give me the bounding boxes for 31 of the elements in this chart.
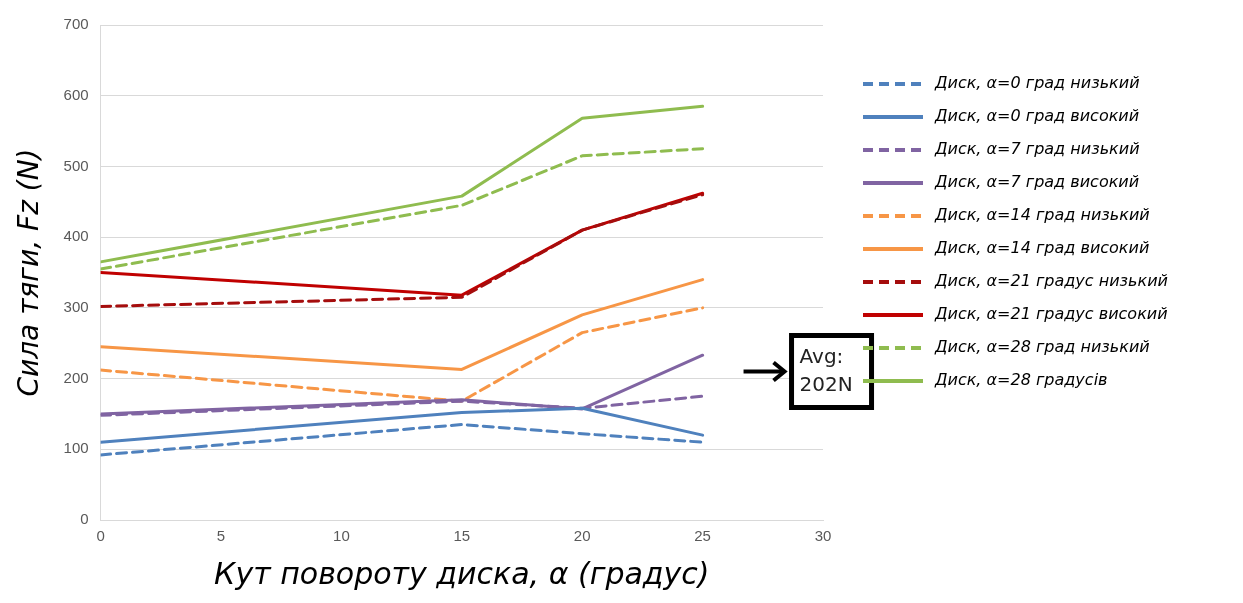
x-tick-label: 20 xyxy=(573,527,591,545)
x-tick-label: 0 xyxy=(96,527,105,545)
legend-label: Диск, α=21 градус низький xyxy=(934,271,1168,291)
legend-label: Диск, α=28 градусів xyxy=(934,370,1108,390)
legend-label: Диск, α=28 град низький xyxy=(934,337,1150,357)
y-tick-label: 100 xyxy=(63,439,89,457)
line-series xyxy=(100,147,705,271)
x-axis-title: Кут повороту диска, α (градус) xyxy=(214,555,710,591)
y-tick-label: 500 xyxy=(63,156,89,174)
y-tick-label: 0 xyxy=(80,510,89,528)
line-series xyxy=(100,306,705,403)
y-tick-label: 400 xyxy=(63,227,89,245)
legend-label: Диск, α=7 град високий xyxy=(934,172,1140,192)
y-tick-label: 700 xyxy=(63,15,89,33)
y-axis-title: Сила тяги, Fz (N) xyxy=(12,148,46,397)
legend-label: Диск, α=7 град низький xyxy=(934,139,1140,159)
y-tick-label: 600 xyxy=(63,85,89,103)
legend-label: Диск, α=21 градус високий xyxy=(934,304,1168,324)
x-tick-label: 15 xyxy=(453,527,471,545)
legend-label: Диск, α=0 град високий xyxy=(934,106,1140,126)
x-tick-label: 10 xyxy=(333,527,350,545)
legend-label: Диск, α=14 град низький xyxy=(934,205,1150,225)
legend-label: Диск, α=14 град високий xyxy=(934,238,1150,258)
y-tick-label: 200 xyxy=(63,368,89,386)
annotation: Avg: 202N xyxy=(799,343,853,396)
y-tick-label: 300 xyxy=(63,298,89,315)
x-tick-label: 30 xyxy=(814,527,832,545)
legend-label: Диск, α=0 град низький xyxy=(934,73,1140,93)
line-series xyxy=(100,423,705,457)
x-tick-label: 5 xyxy=(216,527,226,545)
x-tick-label: 25 xyxy=(694,527,711,545)
